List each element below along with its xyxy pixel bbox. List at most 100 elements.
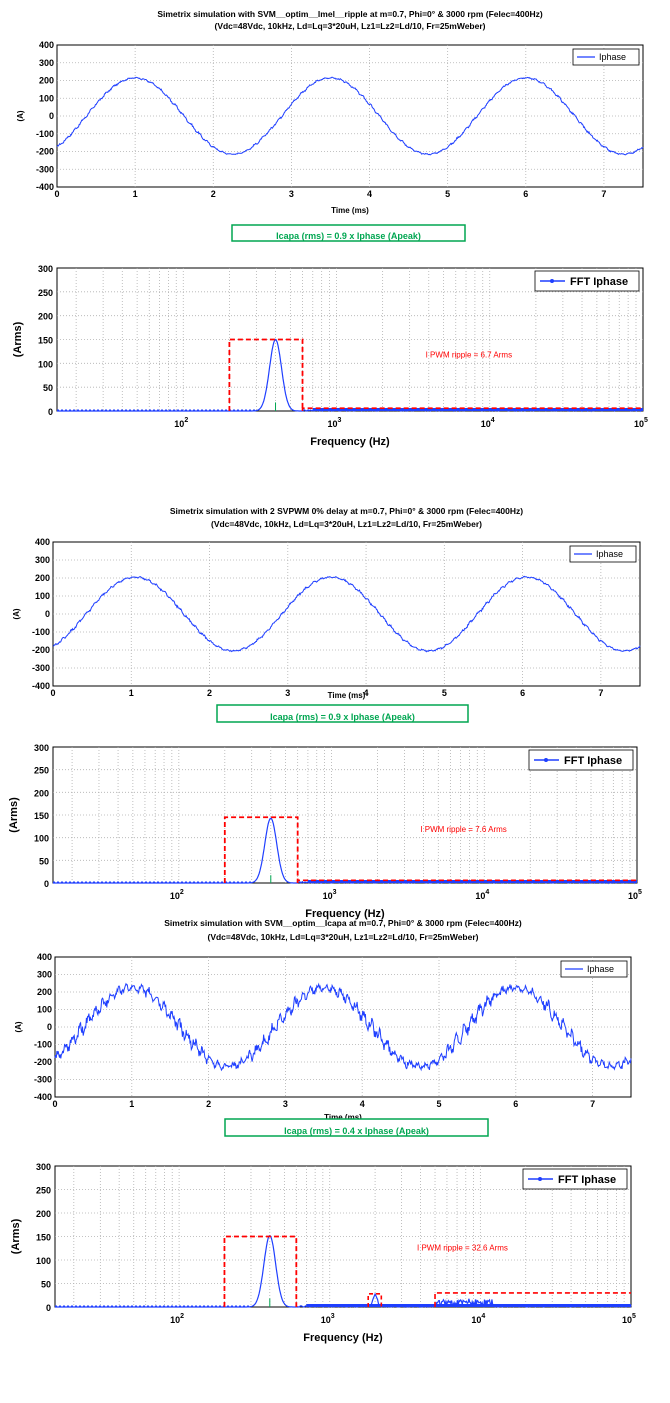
chart-subtitle: (Vdc=48Vdc, 10kHz, Ld=Lq=3*20uH, Lz1=Lz2…: [207, 932, 478, 942]
y-tick-label: 0: [49, 111, 54, 121]
y-tick-label: 100: [39, 93, 54, 103]
time-chart-3: Simetrix simulation with SVM__optim__Ica…: [14, 918, 632, 1122]
y-tick-label: 50: [41, 1280, 51, 1290]
y-tick-label: 300: [38, 264, 53, 274]
chart-title: Simetrix simulation with 2 SVPWM 0% dela…: [170, 506, 523, 516]
x-tick-label: 7: [590, 1099, 595, 1109]
x-tick-label: 2: [206, 1099, 211, 1109]
x-tick-label: 3: [289, 189, 294, 199]
plot-area: [56, 44, 644, 188]
x-tick-label: 5: [445, 189, 450, 199]
series-fft-markers: [55, 1304, 631, 1307]
x-tick-label: 103: [321, 1313, 335, 1325]
fft-chart-1: 300 250 200 150 100 50 0 102 103 104 105 Frequency …: [12, 264, 648, 448]
y-tick-label: 150: [34, 811, 49, 821]
chart-title: Simetrix simulation with SVM__optim__Ica…: [164, 918, 522, 928]
x-tick-label: 104: [471, 1313, 485, 1325]
y-tick-label: 0: [46, 1303, 51, 1313]
x-tick-label: 4: [367, 189, 372, 199]
series-iphase-line: [56, 76, 644, 156]
series-fft-line: [57, 338, 644, 413]
x-tick-label: 105: [622, 1313, 636, 1325]
x-tick-label: 3: [283, 1099, 288, 1109]
x-tick-label: 105: [634, 417, 648, 429]
ripple-band-switching: [434, 1292, 631, 1307]
y-axis-label: (Arms): [10, 1218, 22, 1254]
y-tick-label: 200: [37, 987, 52, 997]
legend: FFT Iphase: [522, 1168, 628, 1190]
x-tick-label: 102: [170, 1313, 184, 1325]
legend-box: [528, 749, 634, 771]
series-fft-line: [53, 817, 638, 885]
x-tick-label: 5: [436, 1099, 441, 1109]
legend-box: [534, 270, 640, 292]
x-tick-label: 103: [323, 889, 337, 901]
y-tick-label: -300: [32, 663, 50, 673]
legend-label: FFT Iphase: [558, 1174, 616, 1186]
y-tick-label: 300: [35, 555, 50, 565]
x-tick-label: 0: [52, 1099, 57, 1109]
y-tick-label: 250: [38, 288, 53, 298]
y-tick-label: 200: [34, 788, 49, 798]
y-tick-label: 150: [38, 336, 53, 346]
x-axis-label: Frequency (Hz): [310, 436, 390, 448]
x-tick-label: 105: [628, 889, 642, 901]
time-chart-1: Simetrix simulation with SVM__optim__lme…: [16, 9, 644, 215]
ripple-box-fundamental: [223, 816, 299, 883]
x-axis-label: Frequency (Hz): [305, 908, 385, 920]
y-axis-label: (A): [16, 110, 25, 121]
x-tick-label: 2: [207, 688, 212, 698]
fft-chart-2: 300 250 200 150 100 50 0 102 103 104 105 Frequency …: [8, 743, 642, 920]
x-tick-label: 1: [133, 189, 138, 199]
y-tick-label: -100: [34, 1040, 52, 1050]
y-axis-label: (A): [14, 1021, 23, 1032]
y-axis-label: (A): [12, 608, 21, 619]
legend-box: [572, 48, 640, 66]
x-tick-label: 6: [513, 1099, 518, 1109]
legend-label: Iphase: [596, 549, 623, 559]
series-iphase-line: [52, 575, 641, 653]
y-tick-label: 100: [34, 834, 49, 844]
y-tick-label: 250: [34, 766, 49, 776]
y-tick-label: 250: [36, 1186, 51, 1196]
y-tick-label: 100: [36, 1256, 51, 1266]
y-tick-label: 300: [37, 970, 52, 980]
legend-marker: [538, 1177, 542, 1181]
y-tick-label: -400: [36, 182, 54, 192]
y-tick-label: -200: [34, 1057, 52, 1067]
x-tick-label: 0: [54, 189, 59, 199]
legend: Iphase: [569, 545, 637, 563]
y-tick-label: 50: [39, 856, 49, 866]
x-tick-label: 4: [364, 688, 369, 698]
x-tick-label: 5: [442, 688, 447, 698]
icapa-note-text: Icapa (rms) = 0.9 x Iphase (Apeak): [270, 712, 415, 722]
chart-title: Simetrix simulation with SVM__optim__lme…: [157, 9, 543, 19]
legend-box: [569, 545, 637, 563]
x-tick-label: 2: [211, 189, 216, 199]
legend: Iphase: [560, 960, 628, 978]
y-tick-label: 200: [39, 76, 54, 86]
legend-box: [522, 1168, 628, 1190]
icapa-note-box: [216, 704, 469, 723]
x-tick-label: 4: [360, 1099, 365, 1109]
y-tick-label: -200: [32, 645, 50, 655]
time-chart-2: Simetrix simulation with 2 SVPWM 0% dela…: [12, 506, 641, 700]
legend-label: FFT Iphase: [564, 755, 622, 767]
x-axis-label: Frequency (Hz): [303, 1332, 383, 1344]
icapa-note: Icapa (rms) = 0.9 x Iphase (Apeak): [216, 704, 469, 723]
ripple-box-fundamental: [223, 1235, 298, 1307]
y-tick-label: 100: [35, 591, 50, 601]
icapa-note: Icapa (rms) = 0.4 x Iphase (Apeak): [224, 1118, 489, 1137]
ripple-box-fundamental: [228, 338, 304, 411]
legend-label: Iphase: [587, 964, 614, 974]
icapa-note-box: [224, 1118, 489, 1137]
legend-box: [560, 960, 628, 978]
x-axis-label: Time (ms): [328, 691, 366, 700]
x-tick-label: 104: [475, 889, 489, 901]
fft-chart-3: 300 250 200 150 100 50 0 102 103 104 105 Frequency …: [10, 1162, 636, 1344]
x-tick-label: 0: [50, 688, 55, 698]
y-tick-label: 0: [44, 879, 49, 889]
y-tick-label: 300: [36, 1162, 51, 1172]
x-tick-label: 1: [129, 688, 134, 698]
